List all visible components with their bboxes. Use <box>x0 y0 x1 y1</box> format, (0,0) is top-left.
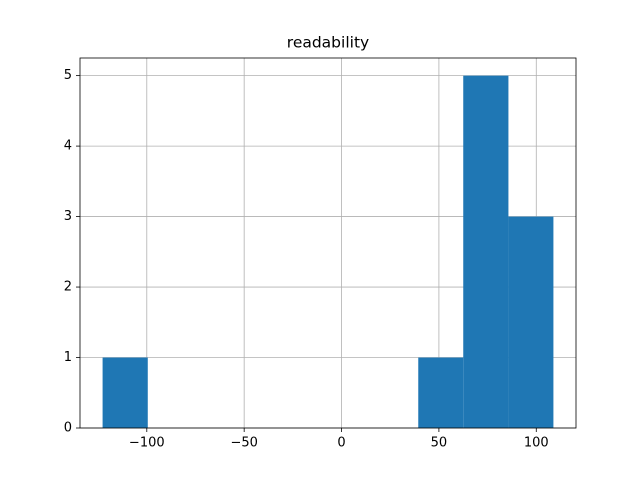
y-tick-label: 3 <box>64 209 72 224</box>
y-tick-label: 1 <box>64 350 72 365</box>
y-tick-label: 0 <box>64 421 72 436</box>
x-tick-label: 50 <box>431 436 448 451</box>
bar <box>508 216 554 428</box>
x-tick-label: −50 <box>230 436 257 451</box>
plot-frame <box>79 57 577 429</box>
bar <box>463 75 509 428</box>
chart-title: readability <box>287 34 369 52</box>
x-tick-label: −100 <box>129 436 165 451</box>
bar <box>102 357 148 428</box>
y-tick-label: 5 <box>64 68 72 83</box>
y-tick-label: 4 <box>64 139 72 154</box>
x-tick-label: 0 <box>337 436 345 451</box>
y-tick-label: 2 <box>64 280 72 295</box>
x-tick-label: 100 <box>524 436 549 451</box>
bar <box>418 357 464 428</box>
